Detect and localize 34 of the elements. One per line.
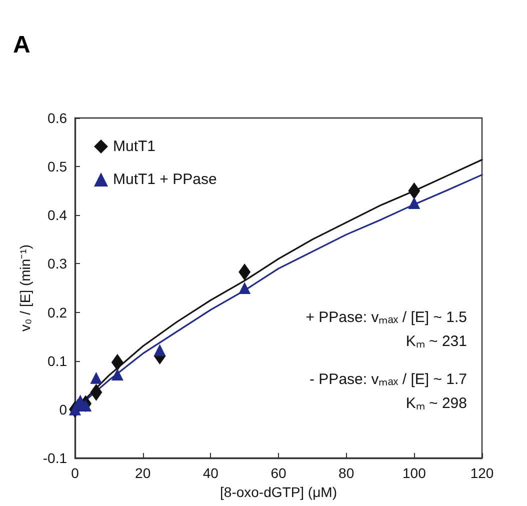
y-tick-label: 0.3 xyxy=(48,256,68,272)
point xyxy=(111,368,124,380)
chart-title: A xyxy=(13,32,30,58)
legend-label: MutT1 xyxy=(113,138,156,155)
annotation: Kₘ ~ 298 xyxy=(406,395,467,412)
y-tick-label: 0.5 xyxy=(48,158,68,175)
y-tick-label: 0.1 xyxy=(48,352,68,369)
x-tick-label: 80 xyxy=(338,465,354,481)
x-axis-title: [8-oxo-dGTP] (μM) xyxy=(220,484,337,500)
point xyxy=(111,354,124,371)
y-tick-label: -0.1 xyxy=(42,450,68,466)
point xyxy=(154,344,166,356)
x-tick-label: 0 xyxy=(71,465,80,481)
y-tick-label: 0.6 xyxy=(48,110,68,126)
annotation: + PPase: vₘₐₓ / [E] ~ 1.5 xyxy=(306,309,467,326)
y-axis-title: v₀ / [E] (min⁻¹) xyxy=(16,244,33,332)
y-tick-label: 0.4 xyxy=(48,207,68,224)
x-tick-label: 40 xyxy=(202,465,219,481)
point xyxy=(238,263,251,280)
x-tick-label: 120 xyxy=(470,465,494,481)
point xyxy=(90,372,102,384)
x-tick-label: 100 xyxy=(402,465,426,481)
point xyxy=(80,400,92,412)
point xyxy=(90,384,102,401)
annotation: Kₘ ~ 231 xyxy=(406,333,467,350)
legend-label: MutT1 + PPase xyxy=(113,171,217,188)
y-tick-label: 0.2 xyxy=(48,304,68,320)
y-tick-label: 0 xyxy=(59,401,68,418)
point xyxy=(408,197,420,209)
x-tick-label: 60 xyxy=(270,465,286,481)
x-tick-label: 20 xyxy=(135,465,151,481)
point xyxy=(408,182,420,200)
point xyxy=(238,282,251,294)
annotation: - PPase: vₘₐₓ / [E] ~ 1.7 xyxy=(310,371,467,388)
